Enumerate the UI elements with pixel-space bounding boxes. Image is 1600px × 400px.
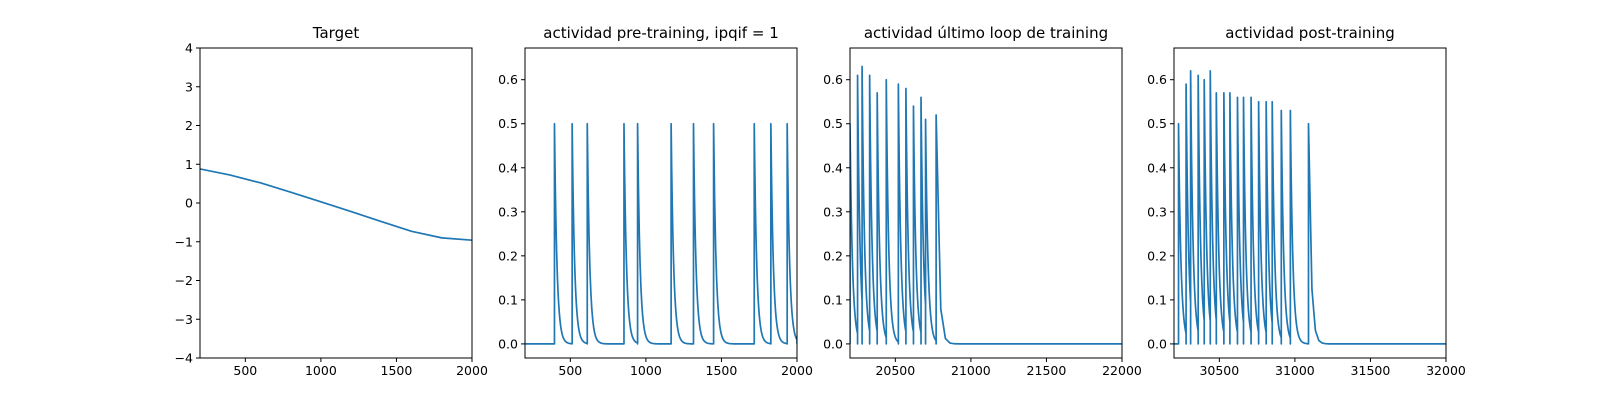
y-tick-label: 0.4 [1147,160,1167,175]
y-tick-label: 0.5 [823,116,843,131]
x-tick-label: 1500 [381,363,413,378]
x-tick-label: 31000 [1275,363,1315,378]
x-tick-label: 22000 [1102,363,1142,378]
y-tick-label: 0.0 [498,336,518,351]
y-tick-label: 0.1 [498,292,518,307]
y-tick-label: −1 [175,234,193,249]
y-tick-label: 3 [185,79,193,94]
x-tick-label: 1000 [305,363,337,378]
x-tick-label: 500 [233,363,257,378]
y-tick-label: −2 [175,273,193,288]
y-tick-label: 0.6 [498,72,518,87]
y-tick-label: −3 [175,312,193,327]
chart-panel-3: actividad último loop de training 20500 21… [823,24,1142,378]
chart-title: actividad último loop de training [864,24,1108,42]
x-tick-label: 1500 [706,363,738,378]
y-tick-label: 0.3 [1147,204,1167,219]
y-tick-label: 1 [185,157,193,172]
plot-frame [849,47,1123,359]
y-tick-label: 0.0 [823,336,843,351]
x-tick-label: 32000 [1426,363,1466,378]
x-tick-label: 21500 [1027,363,1067,378]
y-tick-label: 0.6 [1147,72,1167,87]
chart-title: actividad post-training [1225,24,1394,42]
x-tick-label: 500 [558,363,582,378]
x-tick-label: 31500 [1351,363,1391,378]
y-tick-label: −4 [175,351,193,366]
x-tick-label: 1000 [630,363,662,378]
plot-frame [199,47,473,359]
x-tick-label: 2000 [456,363,488,378]
chart-panel-1: Target 500 1000 1500 2000 −4 −3 −2 −1 0 1 2 3 4 [175,24,488,378]
y-tick-label: 0.1 [823,292,843,307]
y-tick-label: 0.0 [1147,336,1167,351]
x-tick-label: 20500 [875,363,915,378]
y-tick-label: 2 [185,118,193,133]
y-tick-label: 0.2 [498,248,518,263]
y-tick-label: 0 [185,196,193,211]
y-tick-label: 0.1 [1147,292,1167,307]
x-tick-label: 2000 [781,363,813,378]
x-tick-label: 21000 [951,363,991,378]
series-line [850,65,1122,345]
chart-panel-2: actividad pre-training, ipqif = 1 500 1000… [498,24,813,378]
plot-frame [524,47,798,359]
chart-panel-4: actividad post-training 30500 31000 31500 32… [1147,24,1466,378]
series-line [525,122,797,345]
chart-title: Target [312,24,360,42]
y-tick-label: 0.4 [498,160,518,175]
y-tick-label: 0.6 [823,72,843,87]
y-tick-label: 0.2 [1147,248,1167,263]
y-tick-label: 0.2 [823,248,843,263]
series-line [1174,70,1446,345]
y-tick-label: 4 [185,41,193,56]
y-tick-label: 0.3 [498,204,518,219]
y-tick-label: 0.4 [823,160,843,175]
plot-frame [1173,47,1447,359]
y-tick-label: 0.5 [1147,116,1167,131]
series-line [200,168,472,242]
y-tick-label: 0.5 [498,116,518,131]
y-tick-label: 0.3 [823,204,843,219]
x-tick-label: 30500 [1199,363,1239,378]
chart-title: actividad pre-training, ipqif = 1 [543,24,779,42]
